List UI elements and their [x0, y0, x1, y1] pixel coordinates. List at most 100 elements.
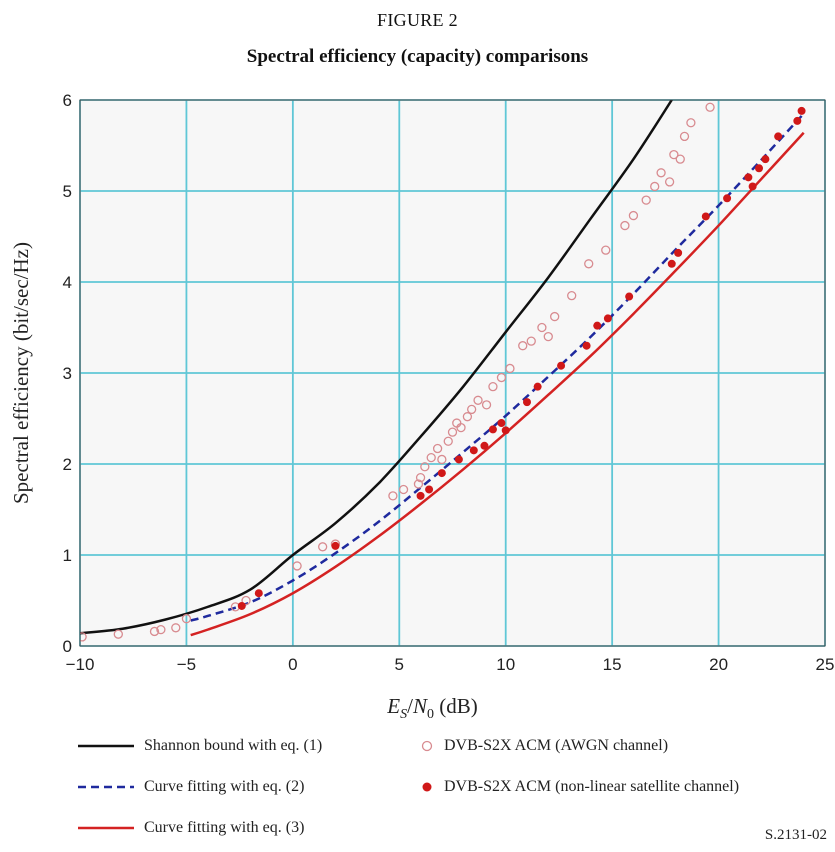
figure-label: FIGURE 2 — [377, 10, 458, 30]
legend-marker-awgn — [421, 740, 433, 752]
data-point-awgn — [488, 381, 498, 392]
figure-title: Spectral efficiency (capacity) compariso… — [246, 46, 589, 67]
legend-item-shannon: Shannon bound with eq. (1) — [78, 735, 322, 757]
data-point-awgn — [388, 491, 398, 501]
legend-item-awgn: DVB-S2X ACM (AWGN channel) — [420, 735, 668, 757]
data-point-awgn — [413, 479, 424, 489]
data-point-awgn — [432, 443, 443, 454]
data-point-awgn — [705, 102, 715, 112]
data-point-awgn — [447, 427, 458, 437]
legend-label-shannon: Shannon bound with eq. (1) — [144, 737, 323, 754]
data-point-awgn — [675, 154, 685, 164]
legend-swatch-fit2 — [78, 785, 134, 789]
data-point-sat — [533, 382, 542, 391]
y-tick-label: 5 — [63, 182, 72, 201]
data-point-sat — [744, 173, 753, 182]
data-point-sat — [723, 194, 732, 203]
data-point-awgn — [550, 311, 560, 322]
data-point-awgn — [496, 372, 507, 383]
data-point-awgn — [481, 400, 492, 410]
x-tick-label: −10 — [66, 655, 95, 674]
data-point-awgn — [415, 472, 426, 483]
data-point-awgn — [171, 623, 181, 633]
series-layer — [80, 100, 806, 642]
data-point-sat — [774, 132, 783, 141]
data-point-sat — [331, 541, 340, 550]
data-point-awgn — [181, 614, 192, 624]
x-tick-label: 15 — [603, 655, 622, 674]
data-point-awgn — [537, 322, 547, 333]
data-point-awgn — [443, 436, 453, 446]
data-point-sat — [755, 164, 764, 173]
series-line-fit3 — [190, 131, 805, 637]
x-tick-label: 5 — [395, 655, 404, 674]
data-point-sat — [237, 601, 246, 610]
x-axis-title-slash: / — [407, 694, 413, 718]
data-point-awgn — [292, 561, 302, 571]
data-point-awgn — [567, 290, 577, 301]
x-tick-label: 25 — [816, 655, 835, 674]
data-point-awgn — [398, 484, 409, 495]
data-point-awgn — [149, 626, 160, 637]
data-point-sat — [523, 398, 531, 407]
data-point-awgn — [628, 210, 639, 221]
data-point-sat — [425, 485, 434, 494]
x-tick-label: −5 — [177, 655, 196, 674]
y-tick-label: 4 — [63, 273, 72, 292]
tick-labels: −10 −5 0 5 10 15 20 25 0 1 2 3 4 5 6 — [63, 91, 835, 674]
data-point-awgn — [526, 336, 536, 346]
legend-label-sat: DVB-S2X ACM (non-linear satellite channe… — [444, 778, 740, 795]
y-tick-label: 6 — [63, 91, 72, 110]
data-point-sat — [497, 419, 506, 428]
data-point-awgn — [664, 177, 675, 187]
data-point-awgn — [80, 632, 87, 642]
legend-label-awgn: DVB-S2X ACM (AWGN channel) — [444, 737, 669, 754]
data-point-awgn — [156, 624, 166, 635]
data-point-sat — [761, 155, 770, 164]
document-id: S.2131-02 — [764, 827, 827, 843]
data-point-awgn — [473, 395, 483, 405]
plot-frame — [79, 99, 826, 647]
x-tick-label: 0 — [288, 655, 297, 674]
data-point-awgn — [456, 422, 466, 433]
data-point-sat — [625, 292, 634, 301]
data-point-awgn — [650, 181, 660, 192]
legend-marker-sat — [422, 782, 432, 792]
data-point-sat — [416, 491, 425, 500]
data-point-awgn — [584, 259, 594, 269]
data-point-awgn — [679, 131, 690, 142]
x-axis-title-n: N — [412, 694, 428, 718]
legend-label-fit2: Curve fitting with eq. (2) — [144, 778, 305, 795]
y-tick-label: 1 — [63, 546, 72, 565]
data-point-awgn — [620, 220, 630, 231]
data-point-awgn — [641, 195, 651, 205]
legend-item-fit2: Curve fitting with eq. (2) — [78, 776, 304, 798]
data-point-awgn — [686, 118, 696, 128]
x-axis-title-e-sub: S — [400, 707, 407, 722]
y-tick-label: 0 — [63, 637, 72, 656]
data-point-awgn — [656, 168, 666, 178]
data-point-sat — [254, 589, 263, 598]
data-point-sat — [667, 259, 676, 268]
data-point-awgn — [113, 629, 123, 639]
data-point-sat — [437, 469, 446, 478]
data-point-awgn — [669, 149, 679, 160]
data-point-awgn — [318, 542, 328, 552]
data-point-sat — [748, 182, 757, 191]
legend-label-fit3: Curve fitting with eq. (3) — [144, 819, 305, 836]
x-axis-title-n-sub: 0 — [427, 707, 434, 722]
data-point-awgn — [518, 341, 528, 351]
data-point-sat — [480, 441, 489, 450]
data-point-sat — [469, 446, 478, 455]
data-point-sat — [701, 212, 710, 221]
x-axis-title-unit: (dB) — [434, 694, 478, 718]
data-point-sat — [793, 116, 802, 125]
data-point-sat — [488, 425, 497, 434]
x-tick-label: 20 — [709, 655, 728, 674]
data-point-sat — [582, 341, 591, 350]
data-point-sat — [557, 361, 566, 370]
x-tick-label: 10 — [496, 655, 515, 674]
legend-item-fit3: Curve fitting with eq. (3) — [78, 817, 304, 839]
